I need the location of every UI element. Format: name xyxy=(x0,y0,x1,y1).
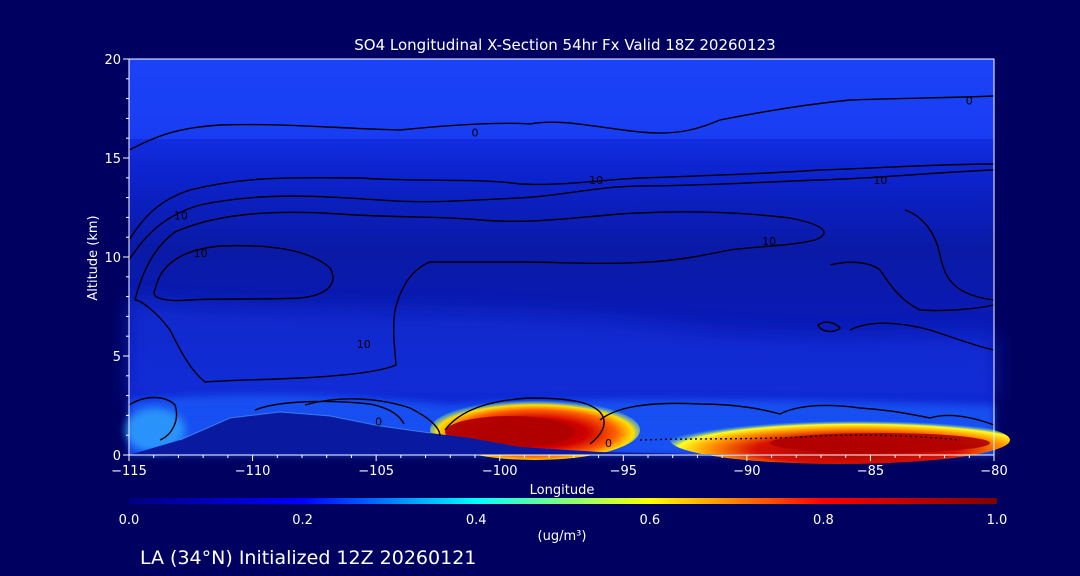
terrain xyxy=(129,412,994,455)
contour-label: 10 xyxy=(174,209,188,222)
contour-line xyxy=(639,434,961,441)
colorbar-tick-label: 0.6 xyxy=(639,513,660,528)
colorbar-tick-label: 0.4 xyxy=(466,513,487,528)
y-tick-label: 20 xyxy=(104,53,121,68)
contour-line xyxy=(304,398,441,437)
x-tick-label: −100 xyxy=(482,464,518,479)
contour-label: 0 xyxy=(605,437,612,450)
colorbar-tick-label: 0.8 xyxy=(813,513,834,528)
y-tick-label: 10 xyxy=(104,251,121,266)
contour-line xyxy=(134,261,520,383)
contour-line xyxy=(904,209,995,301)
contour-line xyxy=(829,261,995,312)
y-tick-label: 5 xyxy=(113,350,121,365)
contour-line xyxy=(134,211,825,301)
contour-line xyxy=(254,400,405,425)
x-axis-label: Longitude xyxy=(530,483,595,498)
contour-line xyxy=(128,163,995,241)
y-tick-label: 0 xyxy=(113,449,121,464)
contour-label: 0 xyxy=(375,415,382,428)
colorbar-bar xyxy=(129,498,997,504)
contour-lines xyxy=(128,95,995,445)
contour-line xyxy=(444,397,605,445)
contour-label: 10 xyxy=(873,174,887,187)
contour-label: 10 xyxy=(357,338,371,351)
contour-label: 10 xyxy=(589,174,603,187)
y-tick-label: 15 xyxy=(104,152,121,167)
x-tick-label: −110 xyxy=(235,464,271,479)
x-tick-label: −95 xyxy=(610,464,637,479)
colorbar-tick-label: 1.0 xyxy=(987,513,1008,528)
x-tick-label: −85 xyxy=(857,464,884,479)
y-axis: 0 5 10 15 20 xyxy=(104,53,129,464)
x-tick-label: −115 xyxy=(111,464,147,479)
x-tick-label: −90 xyxy=(733,464,760,479)
x-tick-label: −80 xyxy=(980,464,1007,479)
colorbar-ticks: 0.0 0.2 0.4 0.6 0.8 1.0 xyxy=(119,513,1008,528)
colorbar: 0.0 0.2 0.4 0.6 0.8 1.0 (ug/m³) xyxy=(119,498,1008,544)
contour-line xyxy=(599,402,995,426)
colorbar-label: (ug/m³) xyxy=(538,529,587,544)
contour-line xyxy=(849,322,995,351)
footer-caption: LA (34°N) Initialized 12Z 20260121 xyxy=(140,547,476,569)
colorbar-tick-label: 0.0 xyxy=(119,513,140,528)
contour-line xyxy=(128,396,178,441)
contour-label: 0 xyxy=(966,95,973,108)
contour-labels: 0 0 10 10 10 10 10 10 0 0 xyxy=(174,95,973,451)
contour-label: 0 xyxy=(472,126,479,139)
chart-title: SO4 Longitudinal X-Section 54hr Fx Valid… xyxy=(354,36,775,54)
contour-line xyxy=(153,244,334,302)
contour-line xyxy=(128,169,995,261)
terrain-outline xyxy=(179,411,431,441)
western-aerosol-patch xyxy=(125,408,185,452)
plume-eastern-core xyxy=(770,433,990,453)
y-axis-label: Altitude (km) xyxy=(86,215,101,300)
contour-label: 10 xyxy=(762,235,776,248)
contour-line xyxy=(128,95,995,151)
x-tick-label: −105 xyxy=(358,464,394,479)
plot-area: 0 0 10 10 10 10 10 10 0 0 xyxy=(125,58,1010,464)
colorbar-tick-label: 0.2 xyxy=(292,513,313,528)
contour-line xyxy=(817,321,841,333)
contour-label: 10 xyxy=(194,247,208,260)
x-axis: −115 −110 −105 −100 −95 −90 −85 −80 xyxy=(111,455,1008,479)
